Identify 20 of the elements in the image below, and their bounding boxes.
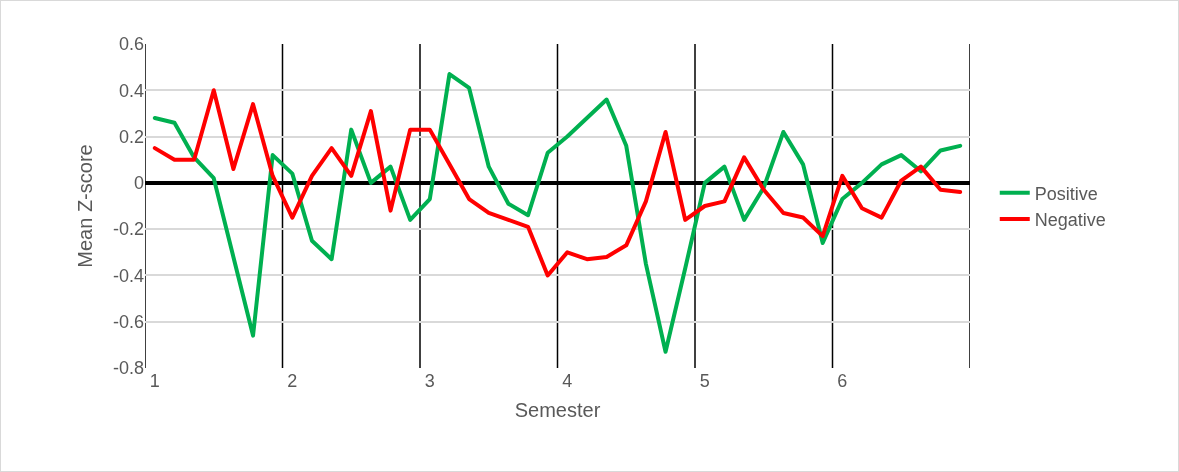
x-tick-label: 5	[699, 371, 710, 391]
y-tick-label: 0.4	[118, 80, 144, 101]
x-tick-label: 4	[562, 371, 573, 391]
y-axis-title: Mean Z-score	[74, 144, 97, 268]
y-tick-label: -0.6	[112, 312, 144, 333]
line-series	[152, 72, 963, 354]
y-tick-label: -0.8	[112, 358, 144, 379]
legend-label: Negative	[1034, 210, 1106, 231]
y-tick-label: 0.2	[118, 126, 144, 147]
x-tick-label: 6	[837, 371, 848, 391]
y-tick-label: 0.6	[118, 34, 144, 55]
legend-label: Positive	[1034, 183, 1098, 204]
y-tick-label: -0.2	[112, 219, 144, 240]
y-tick-label: -0.4	[112, 265, 144, 286]
x-axis-title: Semester	[514, 398, 601, 421]
y-tick-label: 0	[133, 173, 144, 194]
line-series	[152, 88, 963, 278]
x-tick-label: 2	[287, 371, 298, 391]
x-tick-label: 3	[424, 371, 435, 391]
x-tick-label: 1	[149, 371, 160, 391]
